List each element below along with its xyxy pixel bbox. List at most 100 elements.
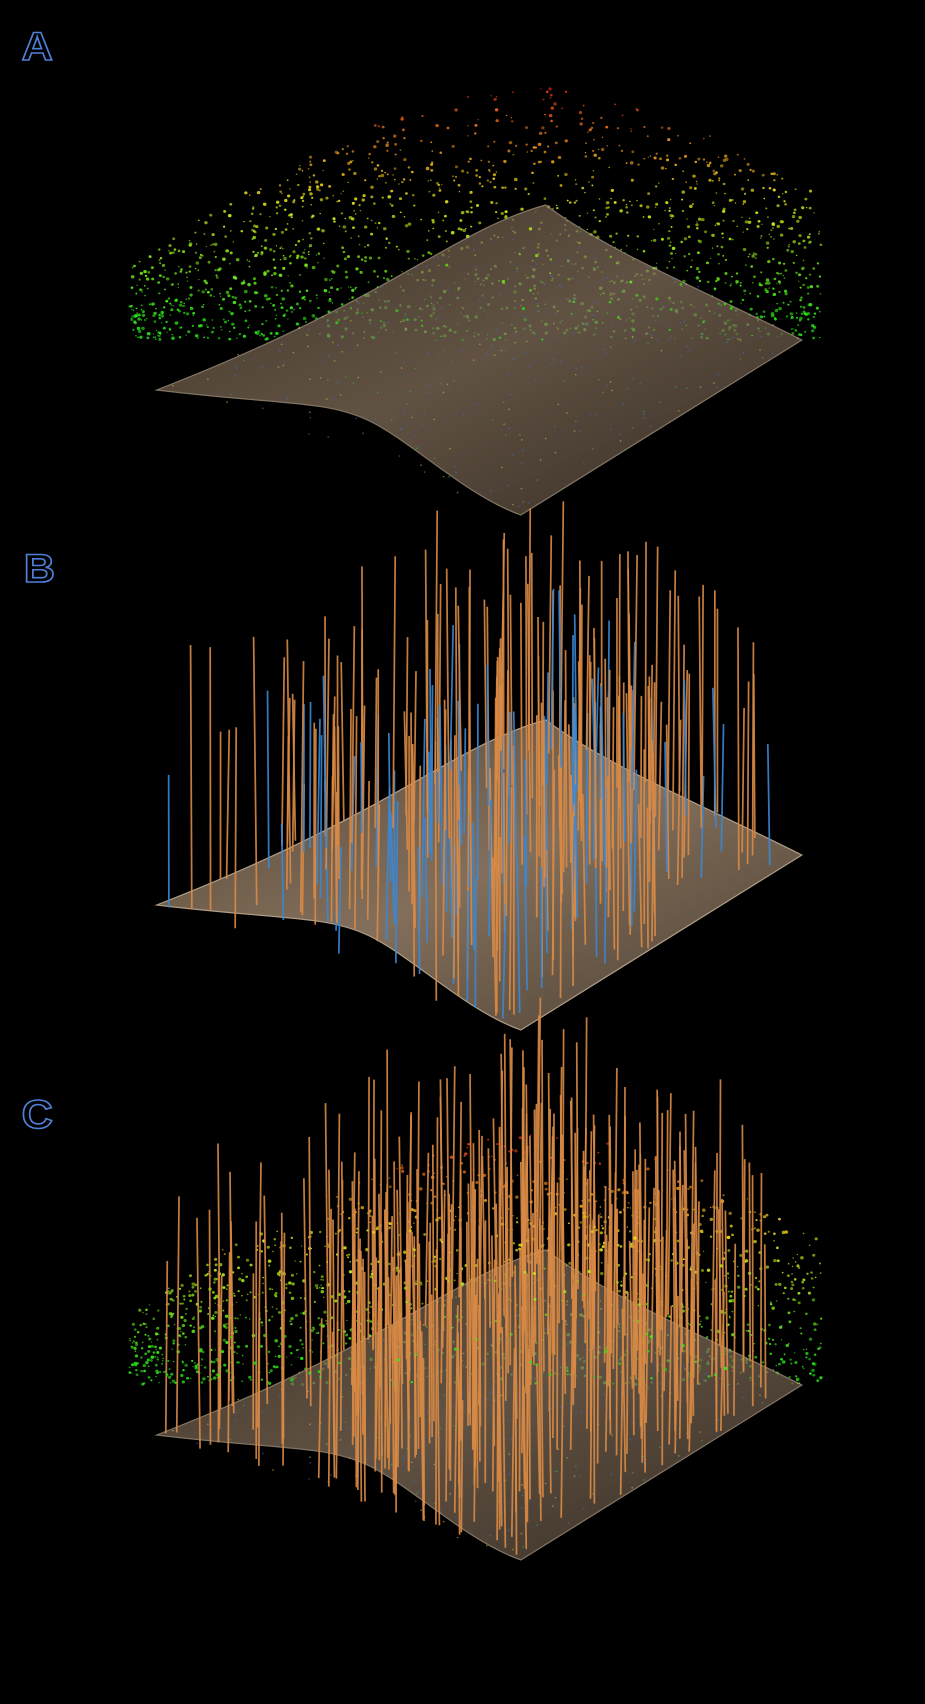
canopy-point: [199, 324, 203, 327]
canopy-point: [622, 199, 625, 201]
ground-point: [516, 313, 518, 315]
canopy-point: [230, 312, 234, 315]
canopy-point: [721, 1353, 723, 1354]
canopy-point: [164, 289, 166, 291]
canopy-point: [268, 1319, 271, 1321]
canopy-point: [349, 216, 353, 219]
canopy-point: [782, 193, 784, 195]
canopy-point: [155, 308, 157, 310]
canopy-point: [238, 1278, 241, 1281]
canopy-point: [454, 1229, 456, 1231]
canopy-point: [816, 1379, 819, 1382]
canopy-point: [819, 276, 821, 278]
canopy-point: [270, 303, 271, 304]
canopy-point: [324, 278, 328, 281]
canopy-point: [785, 191, 788, 193]
canopy-point: [649, 1335, 653, 1338]
canopy-point: [222, 1286, 225, 1289]
canopy-point: [142, 314, 146, 317]
canopy-point: [585, 142, 587, 144]
canopy-point: [535, 1363, 538, 1366]
canopy-point: [511, 117, 513, 118]
canopy-point: [296, 322, 299, 325]
canopy-point: [493, 186, 496, 189]
canopy-point: [729, 1316, 730, 1317]
ground-point: [495, 1373, 497, 1375]
ground-point: [411, 1462, 413, 1464]
canopy-point: [512, 154, 514, 156]
ground-point: [424, 413, 426, 415]
canopy-point: [784, 269, 787, 272]
canopy-point: [259, 1232, 262, 1235]
canopy-point: [731, 1234, 734, 1237]
ground-point: [326, 321, 328, 323]
canopy-point: [683, 1258, 685, 1260]
canopy-point: [620, 1284, 623, 1286]
canopy-point: [388, 242, 390, 244]
canopy-point: [604, 1350, 607, 1353]
canopy-point: [218, 304, 220, 306]
canopy-point: [261, 333, 263, 335]
ground-point: [439, 355, 441, 357]
canopy-point: [601, 1225, 603, 1227]
canopy-point: [171, 337, 175, 340]
ground-point: [650, 426, 652, 428]
canopy-point: [819, 1346, 822, 1349]
canopy-point: [234, 1330, 237, 1333]
canopy-point: [146, 318, 148, 319]
canopy-point: [696, 181, 698, 183]
canopy-point: [803, 1233, 805, 1235]
canopy-point: [271, 274, 273, 276]
canopy-point: [470, 211, 473, 213]
tree-stem: [572, 635, 573, 812]
canopy-point: [540, 88, 542, 89]
ground-point: [603, 349, 605, 351]
canopy-point: [764, 288, 767, 291]
tree-stem: [473, 822, 474, 949]
canopy-point: [535, 1382, 537, 1384]
canopy-point: [707, 281, 710, 284]
ground-point: [544, 1328, 546, 1330]
canopy-point: [373, 145, 377, 148]
ground-point: [443, 1521, 445, 1523]
canopy-point: [610, 198, 612, 200]
canopy-point: [549, 272, 551, 274]
ground-point: [490, 1393, 492, 1395]
ground-point: [309, 417, 311, 419]
canopy-point: [643, 126, 645, 128]
canopy-point: [335, 151, 339, 154]
canopy-point: [617, 1188, 620, 1191]
ground-point: [702, 334, 704, 336]
canopy-point: [789, 1376, 791, 1378]
canopy-point: [377, 275, 379, 277]
canopy-point: [338, 1362, 340, 1364]
canopy-point: [773, 172, 776, 175]
canopy-point: [650, 155, 652, 157]
canopy-point: [169, 303, 171, 305]
canopy-point: [137, 337, 139, 338]
canopy-point: [262, 1292, 264, 1294]
canopy-point: [189, 1274, 192, 1277]
canopy-point: [253, 282, 256, 285]
canopy-point: [345, 218, 347, 220]
canopy-point: [565, 91, 568, 93]
canopy-point: [769, 187, 772, 189]
canopy-point: [283, 314, 286, 317]
canopy-point: [811, 329, 814, 332]
canopy-point: [140, 272, 143, 275]
canopy-point: [800, 1256, 804, 1259]
canopy-point: [207, 337, 209, 339]
ground-point: [411, 417, 413, 419]
canopy-point: [331, 278, 333, 279]
canopy-point: [371, 161, 373, 163]
canopy-point: [625, 1273, 628, 1275]
canopy-point: [701, 1215, 703, 1217]
canopy-point: [420, 219, 422, 221]
canopy-point: [373, 270, 376, 273]
canopy-point: [593, 1376, 595, 1378]
canopy-point: [180, 1316, 183, 1319]
ground-point: [400, 428, 402, 430]
canopy-point: [557, 175, 559, 177]
ground-point: [716, 386, 718, 388]
canopy-point: [741, 217, 742, 218]
